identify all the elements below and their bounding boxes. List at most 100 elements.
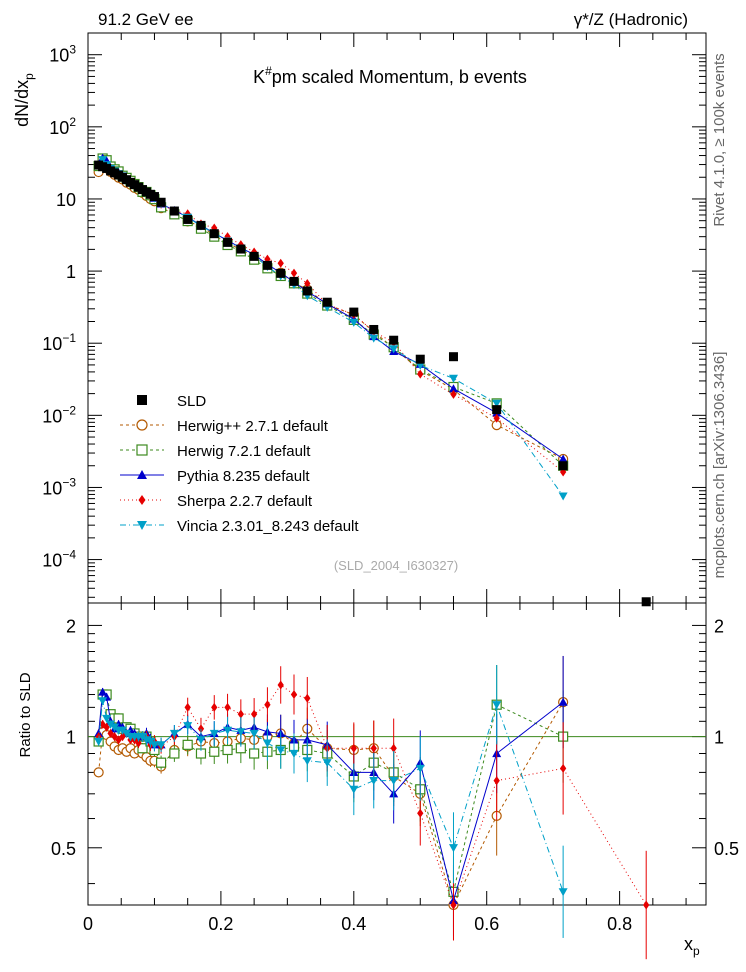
vincia-ratio-point bbox=[106, 720, 116, 729]
vincia-ratio-point bbox=[302, 757, 312, 766]
sld-point bbox=[276, 268, 286, 278]
vincia-ratio-point bbox=[322, 759, 332, 768]
ratio-tick-label: 2 bbox=[66, 616, 76, 636]
sherpa-ratio-line bbox=[98, 684, 647, 907]
sherpa-ratio-point bbox=[264, 700, 271, 710]
vincia-ratio-point bbox=[209, 729, 219, 738]
ratio-tick-label-right: 1 bbox=[714, 728, 724, 748]
vincia-ratio-point bbox=[276, 746, 286, 755]
sherpa-ratio-point bbox=[250, 709, 258, 719]
vincia-ratio-point bbox=[223, 726, 233, 735]
sherpa-point bbox=[493, 413, 500, 423]
sherpa-ratio-point bbox=[304, 693, 311, 703]
sld-point bbox=[448, 352, 458, 362]
sherpa-ratio-point bbox=[237, 709, 244, 719]
sherpa-ratio-point bbox=[103, 722, 110, 732]
sherpa-point bbox=[290, 268, 298, 278]
ratio-axis-label: Ratio to SLD bbox=[17, 672, 34, 757]
pythia-legend-marker bbox=[137, 470, 147, 479]
sherpa-ratio-point bbox=[197, 724, 205, 734]
y-axis-label: dN/dxp bbox=[12, 73, 36, 127]
vincia-point bbox=[98, 156, 108, 165]
vincia-ratio-point bbox=[492, 701, 502, 710]
sherpa-ratio-point bbox=[135, 738, 142, 748]
x-tick-label: 0 bbox=[83, 914, 93, 934]
y-tick-label: 10−1 bbox=[42, 331, 76, 354]
sld-point bbox=[349, 307, 359, 317]
x-axis-label: xp bbox=[684, 934, 700, 958]
sherpa-point bbox=[277, 258, 284, 268]
herwig7-ratio-point bbox=[182, 739, 193, 750]
sld-point bbox=[156, 197, 166, 207]
vincia-line bbox=[98, 158, 564, 497]
sld-point bbox=[183, 214, 193, 224]
ratio-tick-label: 0.5 bbox=[51, 839, 76, 859]
x-tick-label: 0.8 bbox=[607, 914, 632, 934]
sherpa-ratio-point bbox=[450, 900, 457, 910]
y-tick-label: 10−4 bbox=[42, 548, 76, 571]
herwig7-ratio-point bbox=[137, 743, 148, 754]
ratio-tick-label-right: 2 bbox=[714, 616, 724, 636]
rivet-version-label: Rivet 4.1.0, ≥ 100k events bbox=[711, 53, 728, 226]
mcplots-label: mcplots.cern.ch [arXiv:1306.3436] bbox=[711, 352, 728, 579]
vincia-point bbox=[558, 492, 568, 501]
vincia-ratio-point bbox=[558, 888, 568, 897]
herwig7-ratio-point bbox=[249, 748, 260, 759]
sld-point bbox=[196, 220, 206, 230]
sherpa-ratio-point bbox=[390, 743, 397, 753]
vincia-ratio-point bbox=[249, 729, 259, 738]
herwigpp-legend-marker bbox=[136, 419, 148, 431]
sherpa-legend-marker bbox=[138, 495, 146, 505]
sherpa-ratio-point bbox=[350, 743, 357, 753]
sld-point bbox=[249, 251, 259, 261]
sherpa-ratio-point bbox=[493, 776, 500, 786]
vincia-ratio-point bbox=[94, 737, 104, 746]
pythia-ratio-point bbox=[98, 687, 108, 696]
vincia-ratio-point bbox=[156, 741, 166, 750]
vincia-ratio-point bbox=[110, 723, 120, 732]
sherpa-ratio-point bbox=[115, 735, 122, 745]
vincia-ratio-point bbox=[369, 777, 379, 786]
sherpa-ratio-point bbox=[559, 763, 567, 773]
pythia-point bbox=[558, 454, 568, 463]
data-layer bbox=[93, 153, 651, 960]
vincia-point bbox=[349, 318, 359, 327]
sherpa-legend-label: Sherpa 2.2.7 default bbox=[177, 493, 313, 510]
chart-title: K#pm scaled Momentum, b events bbox=[253, 64, 527, 87]
sherpa-ratio-point bbox=[277, 680, 284, 690]
y-tick-label: 103 bbox=[49, 43, 76, 66]
sherpa-point bbox=[417, 369, 424, 379]
vincia-ratio-point bbox=[149, 741, 159, 750]
sherpa-ratio-point bbox=[290, 690, 298, 700]
sherpa-ratio-point bbox=[111, 732, 118, 742]
vincia-ratio-point bbox=[98, 697, 108, 706]
vincia-ratio-point bbox=[183, 722, 193, 731]
sld-point bbox=[289, 276, 299, 286]
sld-point bbox=[492, 405, 502, 415]
vincia-legend-label: Vincia 2.3.01_8.243 default bbox=[177, 518, 359, 535]
sld-point bbox=[169, 206, 179, 216]
vincia-ratio-point bbox=[389, 777, 399, 786]
sld-point bbox=[641, 597, 651, 607]
vincia-point bbox=[389, 345, 399, 354]
axes-layer: 0 0.2 0.4 0.6 0.8 10−4 10−3 10−2 10−1 1 10 102 103 0.… bbox=[42, 32, 739, 934]
y-tick-label: 10−2 bbox=[42, 403, 76, 426]
vincia-point bbox=[415, 361, 425, 370]
herwigpp-ratio-line bbox=[98, 701, 564, 907]
sherpa-ratio-point bbox=[224, 702, 231, 712]
sld-point bbox=[262, 260, 272, 270]
sld-point bbox=[322, 297, 332, 307]
pythia-ratio-point bbox=[558, 697, 568, 706]
vincia-ratio-point bbox=[236, 728, 246, 737]
sherpa-ratio-point bbox=[417, 808, 424, 818]
y-tick-label: 1 bbox=[66, 262, 76, 282]
vincia-ratio-point bbox=[289, 749, 299, 759]
vincia-ratio-point bbox=[262, 739, 272, 748]
sld-legend-label: SLD bbox=[177, 393, 206, 410]
herwig7-ratio-point bbox=[209, 746, 220, 757]
y-tick-label: 10−3 bbox=[42, 475, 76, 498]
pythia-point bbox=[448, 384, 458, 393]
sherpa-ratio-point bbox=[370, 743, 377, 753]
vincia-point bbox=[369, 334, 379, 343]
sld-point bbox=[558, 461, 568, 471]
